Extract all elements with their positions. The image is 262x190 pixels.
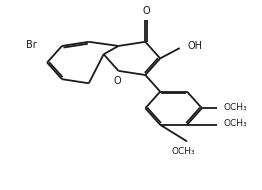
Text: OH: OH <box>188 41 203 51</box>
Text: O: O <box>142 6 150 16</box>
Text: O: O <box>113 76 121 86</box>
Text: OCH₃: OCH₃ <box>223 103 247 112</box>
Text: OCH₃: OCH₃ <box>171 147 195 156</box>
Text: Br: Br <box>26 40 37 50</box>
Text: OCH₃: OCH₃ <box>223 119 247 128</box>
